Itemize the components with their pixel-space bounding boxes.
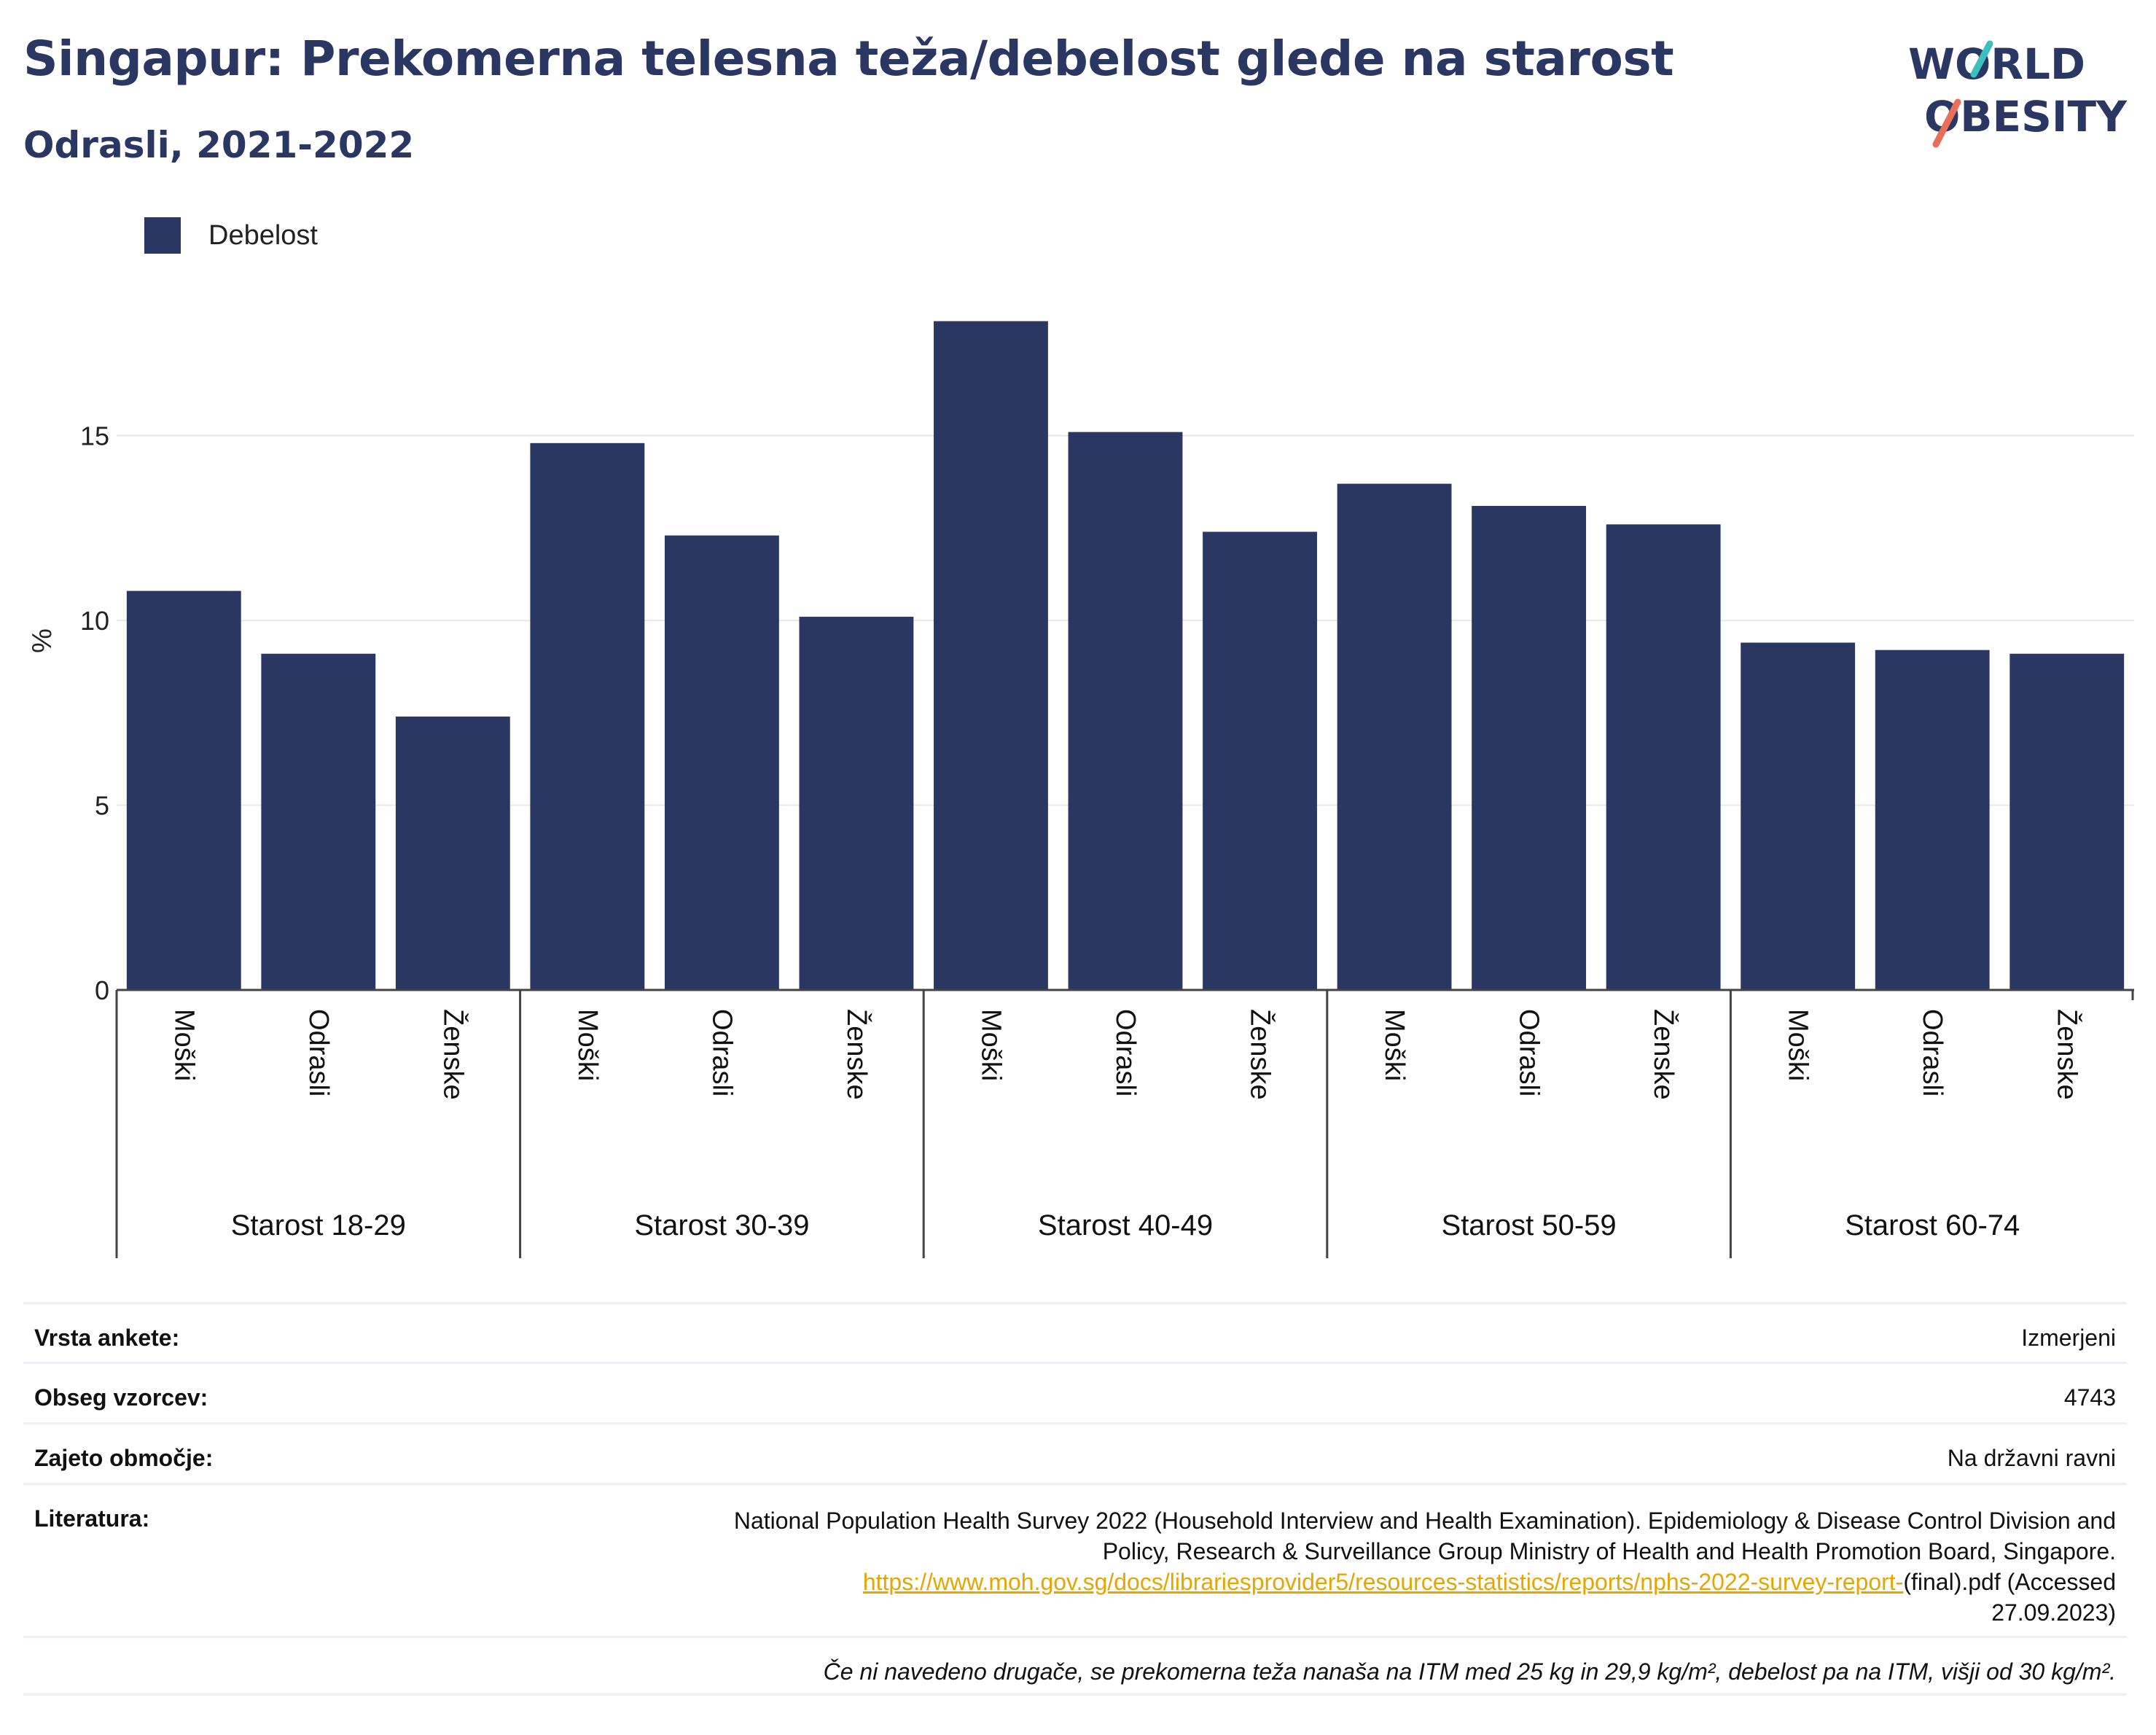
survey-type-value: Izmerjeni (2021, 1325, 2116, 1351)
world-obesity-logo: WORLD OBESITY (1908, 39, 2128, 148)
literature-label: Literatura: (34, 1505, 150, 1532)
x-tick-label: Odrasli (1110, 1009, 1141, 1096)
x-tick-label: Moški (572, 1009, 603, 1081)
chart-subtitle: Odrasli, 2021-2022 (23, 124, 415, 166)
literature-line4: 27.09.2023) (1991, 1599, 2116, 1626)
coverage-label: Zajeto območje: (34, 1445, 214, 1471)
bar (1203, 531, 1317, 990)
y-tick-label: 5 (95, 791, 109, 821)
group-label: Starost 18-29 (231, 1209, 406, 1241)
bar (1472, 505, 1587, 990)
x-tick-label: Odrasli (1514, 1009, 1544, 1096)
bar (1875, 650, 1990, 990)
bar (261, 653, 376, 990)
x-tick-label: Odrasli (303, 1009, 334, 1096)
y-axis-label: % (27, 628, 58, 653)
y-tick-label: 0 (95, 975, 109, 1005)
survey-type-label: Vrsta ankete: (34, 1325, 180, 1351)
x-tick-label: Ženske (437, 1009, 469, 1100)
info-table: Vrsta ankete: Izmerjeni Obseg vzorcev: 4… (23, 1302, 2127, 1696)
legend[interactable]: Debelost (144, 217, 318, 254)
chart-title: Singapur: Prekomerna telesna teža/debelo… (23, 31, 1674, 87)
bar-chart: 0 5 10 15% Moški Odrasli Ženske Starost 18-29 Mo… (27, 321, 2134, 1258)
legend-swatch (144, 217, 181, 254)
bar (1068, 432, 1183, 990)
bar (664, 535, 779, 990)
x-tick-label: Odrasli (1917, 1009, 1948, 1096)
info-row-literature: Literatura: National Population Health S… (23, 1483, 2127, 1636)
literature-after-link: (final).pdf (Accessed (1903, 1569, 2116, 1595)
x-tick-label: Ženske (1648, 1009, 1679, 1100)
bar (799, 617, 914, 990)
logo-line1: WORLD (1908, 39, 2085, 89)
bar (126, 590, 241, 990)
definition-note: Če ni navedeno drugače, se prekomerna te… (823, 1658, 2116, 1685)
x-tick-label: Odrasli (706, 1009, 737, 1096)
literature-line2: Policy, Research & Surveillance Group Mi… (1102, 1538, 2116, 1564)
legend-label: Debelost (208, 219, 318, 251)
group-label: Starost 50-59 (1442, 1209, 1617, 1241)
group-label: Starost 60-74 (1845, 1209, 2020, 1241)
group-label: Starost 40-49 (1038, 1209, 1213, 1241)
literature-value: National Population Health Survey 2022 (… (585, 1505, 2116, 1636)
x-tick-label: Moški (168, 1009, 199, 1081)
info-row-note: Če ni navedeno drugače, se prekomerna te… (23, 1636, 2127, 1696)
x-tick-label: Ženske (1245, 1009, 1276, 1100)
logo-slash-teal (1970, 40, 1993, 78)
x-tick-label: Moški (1783, 1009, 1813, 1081)
coverage-value: Na državni ravni (1947, 1445, 2116, 1471)
logo-line2: OBESITY (1924, 92, 2128, 141)
literature-line1: National Population Health Survey 2022 (… (733, 1508, 2116, 1534)
bar (2009, 653, 2125, 990)
info-row-survey-type: Vrsta ankete: Izmerjeni (23, 1302, 2127, 1362)
literature-line3: https://www.moh.gov.sg/docs/librariespro… (585, 1567, 2116, 1597)
y-tick-label: 10 (80, 606, 109, 636)
x-tick-label: Moški (975, 1009, 1006, 1081)
bar (1741, 642, 1856, 990)
literature-link[interactable]: https://www.moh.gov.sg/docs/librariespro… (862, 1569, 1904, 1595)
info-row-coverage: Zajeto območje: Na državni ravni (23, 1422, 2127, 1483)
x-tick-label: Moški (1379, 1009, 1410, 1081)
bar (1337, 483, 1452, 990)
bar (395, 716, 510, 990)
info-row-sample-size: Obseg vzorcev: 4743 (23, 1362, 2127, 1422)
group-label: Starost 30-39 (634, 1209, 809, 1241)
x-tick-label: Ženske (841, 1009, 872, 1100)
y-tick-label: 15 (80, 421, 109, 451)
bar (934, 321, 1048, 990)
x-tick-label: Ženske (2052, 1009, 2083, 1100)
bar (1606, 524, 1721, 990)
logo-slash-coral (1932, 98, 1961, 148)
sample-size-value: 4743 (2063, 1384, 2116, 1411)
bar (530, 442, 645, 990)
sample-size-label: Obseg vzorcev: (34, 1384, 208, 1411)
